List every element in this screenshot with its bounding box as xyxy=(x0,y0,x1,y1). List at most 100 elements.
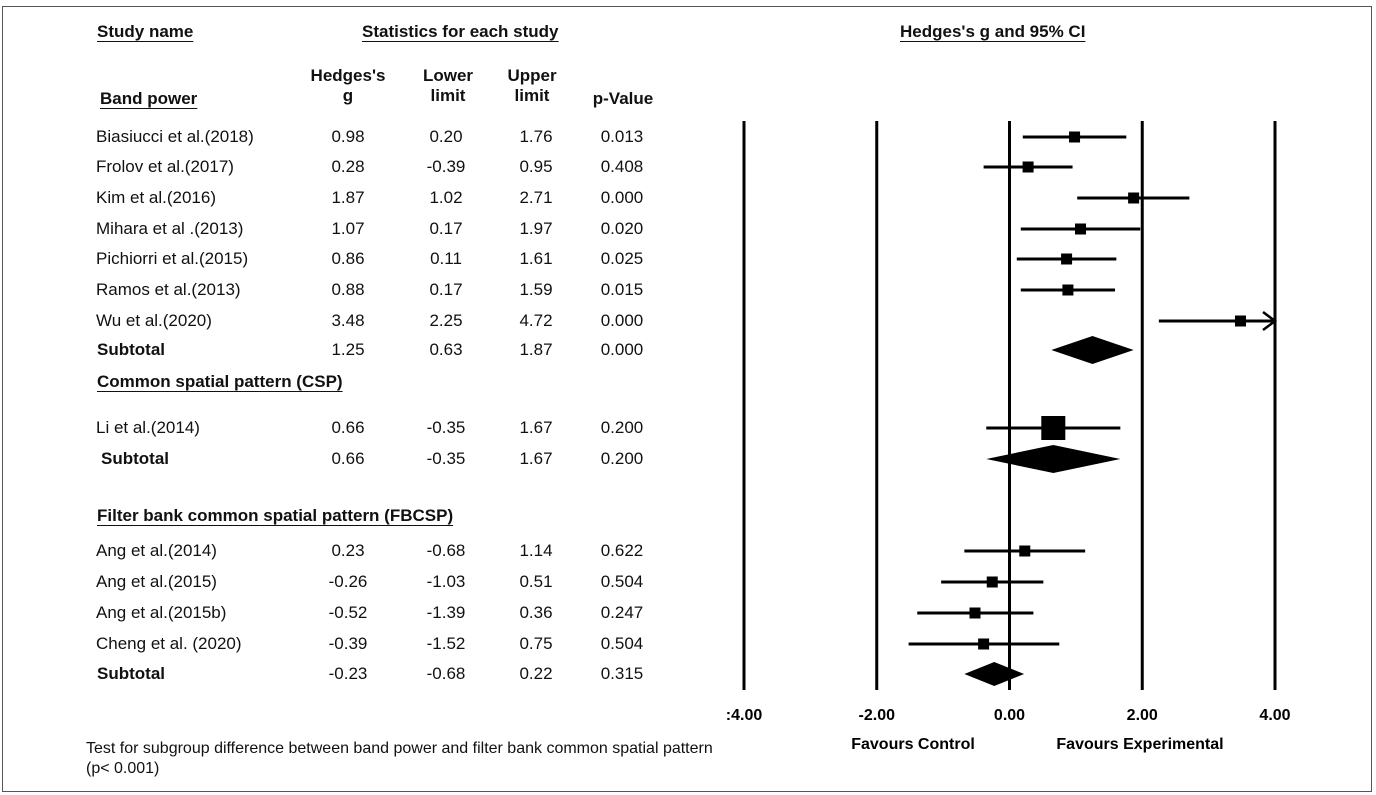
upper-limit-value: 1.87 xyxy=(519,340,553,359)
lower-limit-value: -1.52 xyxy=(426,634,466,653)
hedges-g-value: -0.23 xyxy=(328,664,368,683)
hedges-g-value: -0.39 xyxy=(328,634,368,653)
hedges-g-value: 0.66 xyxy=(331,418,365,437)
subtotal-diamond xyxy=(1051,336,1134,364)
upper-limit-value: 0.95 xyxy=(519,157,553,176)
lower-limit-value: -0.68 xyxy=(426,664,466,683)
upper-limit-value: 4.72 xyxy=(519,311,553,330)
p-value: 0.000 xyxy=(600,340,644,359)
lower-limit-value: -0.68 xyxy=(426,541,466,560)
group-title-2: Filter bank common spatial pattern (FBCS… xyxy=(97,506,454,525)
upper-limit-value: 1.61 xyxy=(519,249,553,268)
study-name: Ang et al.(2014) xyxy=(96,541,217,560)
study-name: Li et al.(2014) xyxy=(96,418,200,437)
lower-limit-value: 0.11 xyxy=(430,249,462,268)
study-name: Biasiucci et al.(2018) xyxy=(96,127,254,146)
group-title-1: Common spatial pattern (CSP) xyxy=(97,372,343,391)
effect-marker xyxy=(1062,284,1074,296)
lower-limit-value: -1.39 xyxy=(426,603,466,622)
subtotal-label: Subtotal xyxy=(101,449,169,468)
p-value: 0.408 xyxy=(600,157,644,176)
hedges-g-value: 0.88 xyxy=(331,280,365,299)
lower-limit-value: 2.25 xyxy=(429,311,463,330)
subgroup-test-note: Test for subgroup difference between ban… xyxy=(86,740,713,777)
study-name: Ang et al.(2015) xyxy=(96,572,217,591)
p-value: 0.013 xyxy=(600,127,644,146)
study-name-header: Study name xyxy=(97,22,194,41)
study-name: Mihara et al .(2013) xyxy=(96,219,244,238)
effect-marker xyxy=(1019,545,1031,557)
col-lower-header: Lower limit xyxy=(422,66,474,105)
tick-label-2: 0.00 xyxy=(994,707,1025,724)
lower-limit-value: -0.35 xyxy=(426,418,466,437)
p-value: 0.200 xyxy=(600,418,644,437)
hedges-g-value: 0.86 xyxy=(331,249,365,268)
favours-control-label: Favours Control xyxy=(851,736,975,753)
p-value: 0.247 xyxy=(600,603,644,622)
tick-label-3: 2.00 xyxy=(1127,707,1158,724)
tick-label-0: :4.00 xyxy=(726,707,763,724)
effect-marker xyxy=(1041,416,1066,440)
p-value: 0.025 xyxy=(600,249,644,268)
favours-experimental-label: Favours Experimental xyxy=(1056,736,1223,753)
p-value: 0.015 xyxy=(600,280,644,299)
upper-limit-value: 0.51 xyxy=(519,572,553,591)
hedges-g-value: 1.87 xyxy=(331,188,365,207)
study-name: Kim et al.(2016) xyxy=(96,188,216,207)
ci-arrow xyxy=(1262,311,1278,331)
upper-limit-value: 1.67 xyxy=(519,418,553,437)
upper-limit-value: 1.97 xyxy=(519,219,553,238)
p-value: 0.504 xyxy=(600,634,644,653)
lower-limit-value: -1.03 xyxy=(426,572,466,591)
subtotal-label: Subtotal xyxy=(97,664,165,683)
effect-marker xyxy=(1128,192,1140,204)
upper-limit-value: 1.76 xyxy=(519,127,553,146)
hedges-g-value: 0.98 xyxy=(331,127,365,146)
tick-label-1: -2.00 xyxy=(859,707,896,724)
p-value: 0.000 xyxy=(600,311,644,330)
effect-marker xyxy=(978,638,990,650)
effect-marker xyxy=(1069,131,1081,143)
ci-header: Hedges's g and 95% CI xyxy=(900,22,1086,41)
hedges-g-value: 1.25 xyxy=(331,340,365,359)
study-name: Pichiorri et al.(2015) xyxy=(96,249,249,268)
hedges-g-value: 1.07 xyxy=(331,219,365,238)
study-name: Ramos et al.(2013) xyxy=(96,280,241,299)
effect-marker xyxy=(1075,223,1087,235)
p-value: 0.315 xyxy=(600,664,644,683)
effect-marker xyxy=(1061,253,1073,265)
col-p-header: p-Value xyxy=(592,89,654,108)
lower-limit-value: -0.35 xyxy=(426,449,466,468)
hedges-g-value: 0.66 xyxy=(331,449,365,468)
subtotal-label: Subtotal xyxy=(97,340,165,359)
study-name: Ang et al.(2015b) xyxy=(96,603,227,622)
hedges-g-value: -0.52 xyxy=(328,603,368,622)
upper-limit-value: 0.75 xyxy=(519,634,553,653)
figure-frame xyxy=(2,6,1372,792)
lower-limit-value: 0.17 xyxy=(429,219,463,238)
hedges-g-value: 0.23 xyxy=(331,541,365,560)
study-name: Frolov et al.(2017) xyxy=(96,157,234,176)
p-value: 0.622 xyxy=(600,541,644,560)
tick-label-4: 4.00 xyxy=(1259,707,1290,724)
lower-limit-value: 0.20 xyxy=(429,127,463,146)
hedges-g-value: 0.28 xyxy=(331,157,365,176)
hedges-g-value: -0.26 xyxy=(328,572,368,591)
p-value: 0.020 xyxy=(600,219,644,238)
upper-limit-value: 0.36 xyxy=(519,603,553,622)
stats-header: Statistics for each study xyxy=(362,22,559,41)
p-value: 0.504 xyxy=(600,572,644,591)
lower-limit-value: 0.17 xyxy=(429,280,463,299)
subtotal-diamond xyxy=(964,662,1025,686)
group-title-0: Band power xyxy=(100,89,198,108)
upper-limit-value: 2.71 xyxy=(519,188,553,207)
lower-limit-value: 0.63 xyxy=(429,340,463,359)
upper-limit-value: 1.59 xyxy=(519,280,553,299)
effect-marker xyxy=(1234,315,1246,327)
effect-marker xyxy=(1022,161,1034,173)
study-name: Cheng et al. (2020) xyxy=(96,634,242,653)
upper-limit-value: 1.14 xyxy=(519,541,553,560)
lower-limit-value: -0.39 xyxy=(426,157,466,176)
lower-limit-value: 1.02 xyxy=(429,188,463,207)
